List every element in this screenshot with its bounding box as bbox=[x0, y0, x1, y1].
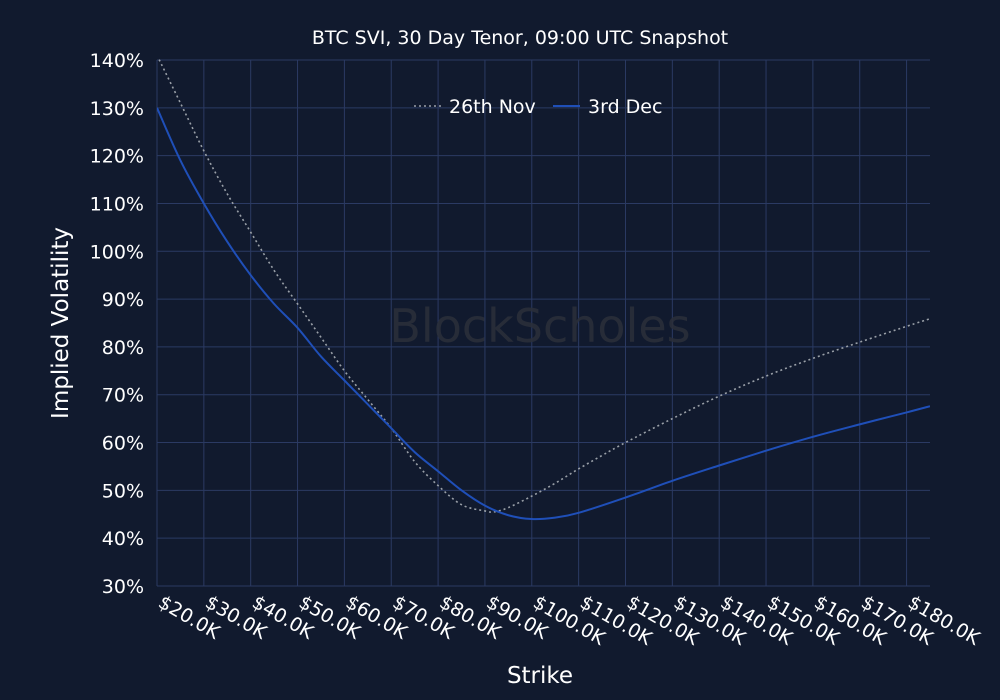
y-tick-label: 60% bbox=[102, 433, 144, 455]
y-tick-label: 140% bbox=[90, 50, 144, 72]
series-line-1 bbox=[157, 58, 930, 513]
x-axis-label: Strike bbox=[507, 663, 573, 689]
legend-label: 26th Nov bbox=[449, 96, 536, 118]
y-tick-label: 90% bbox=[102, 289, 144, 311]
grid bbox=[156, 59, 930, 587]
legend: 26th Nov 3rd Dec bbox=[414, 96, 662, 118]
y-axis-label: Implied Volatility bbox=[48, 227, 74, 419]
watermark: BlockScholes bbox=[389, 299, 690, 353]
y-tick-label: 50% bbox=[102, 480, 144, 502]
y-tick-label: 80% bbox=[102, 337, 144, 359]
y-tick-label: 30% bbox=[102, 576, 144, 598]
y-tick-label: 110% bbox=[90, 193, 144, 215]
series-group bbox=[157, 58, 930, 521]
chart-title: BTC SVI, 30 Day Tenor, 09:00 UTC Snapsho… bbox=[312, 27, 728, 49]
legend-label: 3rd Dec bbox=[588, 96, 662, 118]
y-tick-label: 70% bbox=[102, 385, 144, 407]
y-tick-label: 130% bbox=[90, 98, 144, 120]
y-tick-label: 100% bbox=[90, 241, 144, 263]
y-tick-label: 40% bbox=[102, 528, 144, 550]
series-line-2 bbox=[157, 107, 930, 521]
y-tick-label: 120% bbox=[90, 146, 144, 168]
y-axis-ticks: 30% 40% 50% 60% 70% 80% 90% 100% 110% 120% 130% 140… bbox=[90, 50, 144, 598]
